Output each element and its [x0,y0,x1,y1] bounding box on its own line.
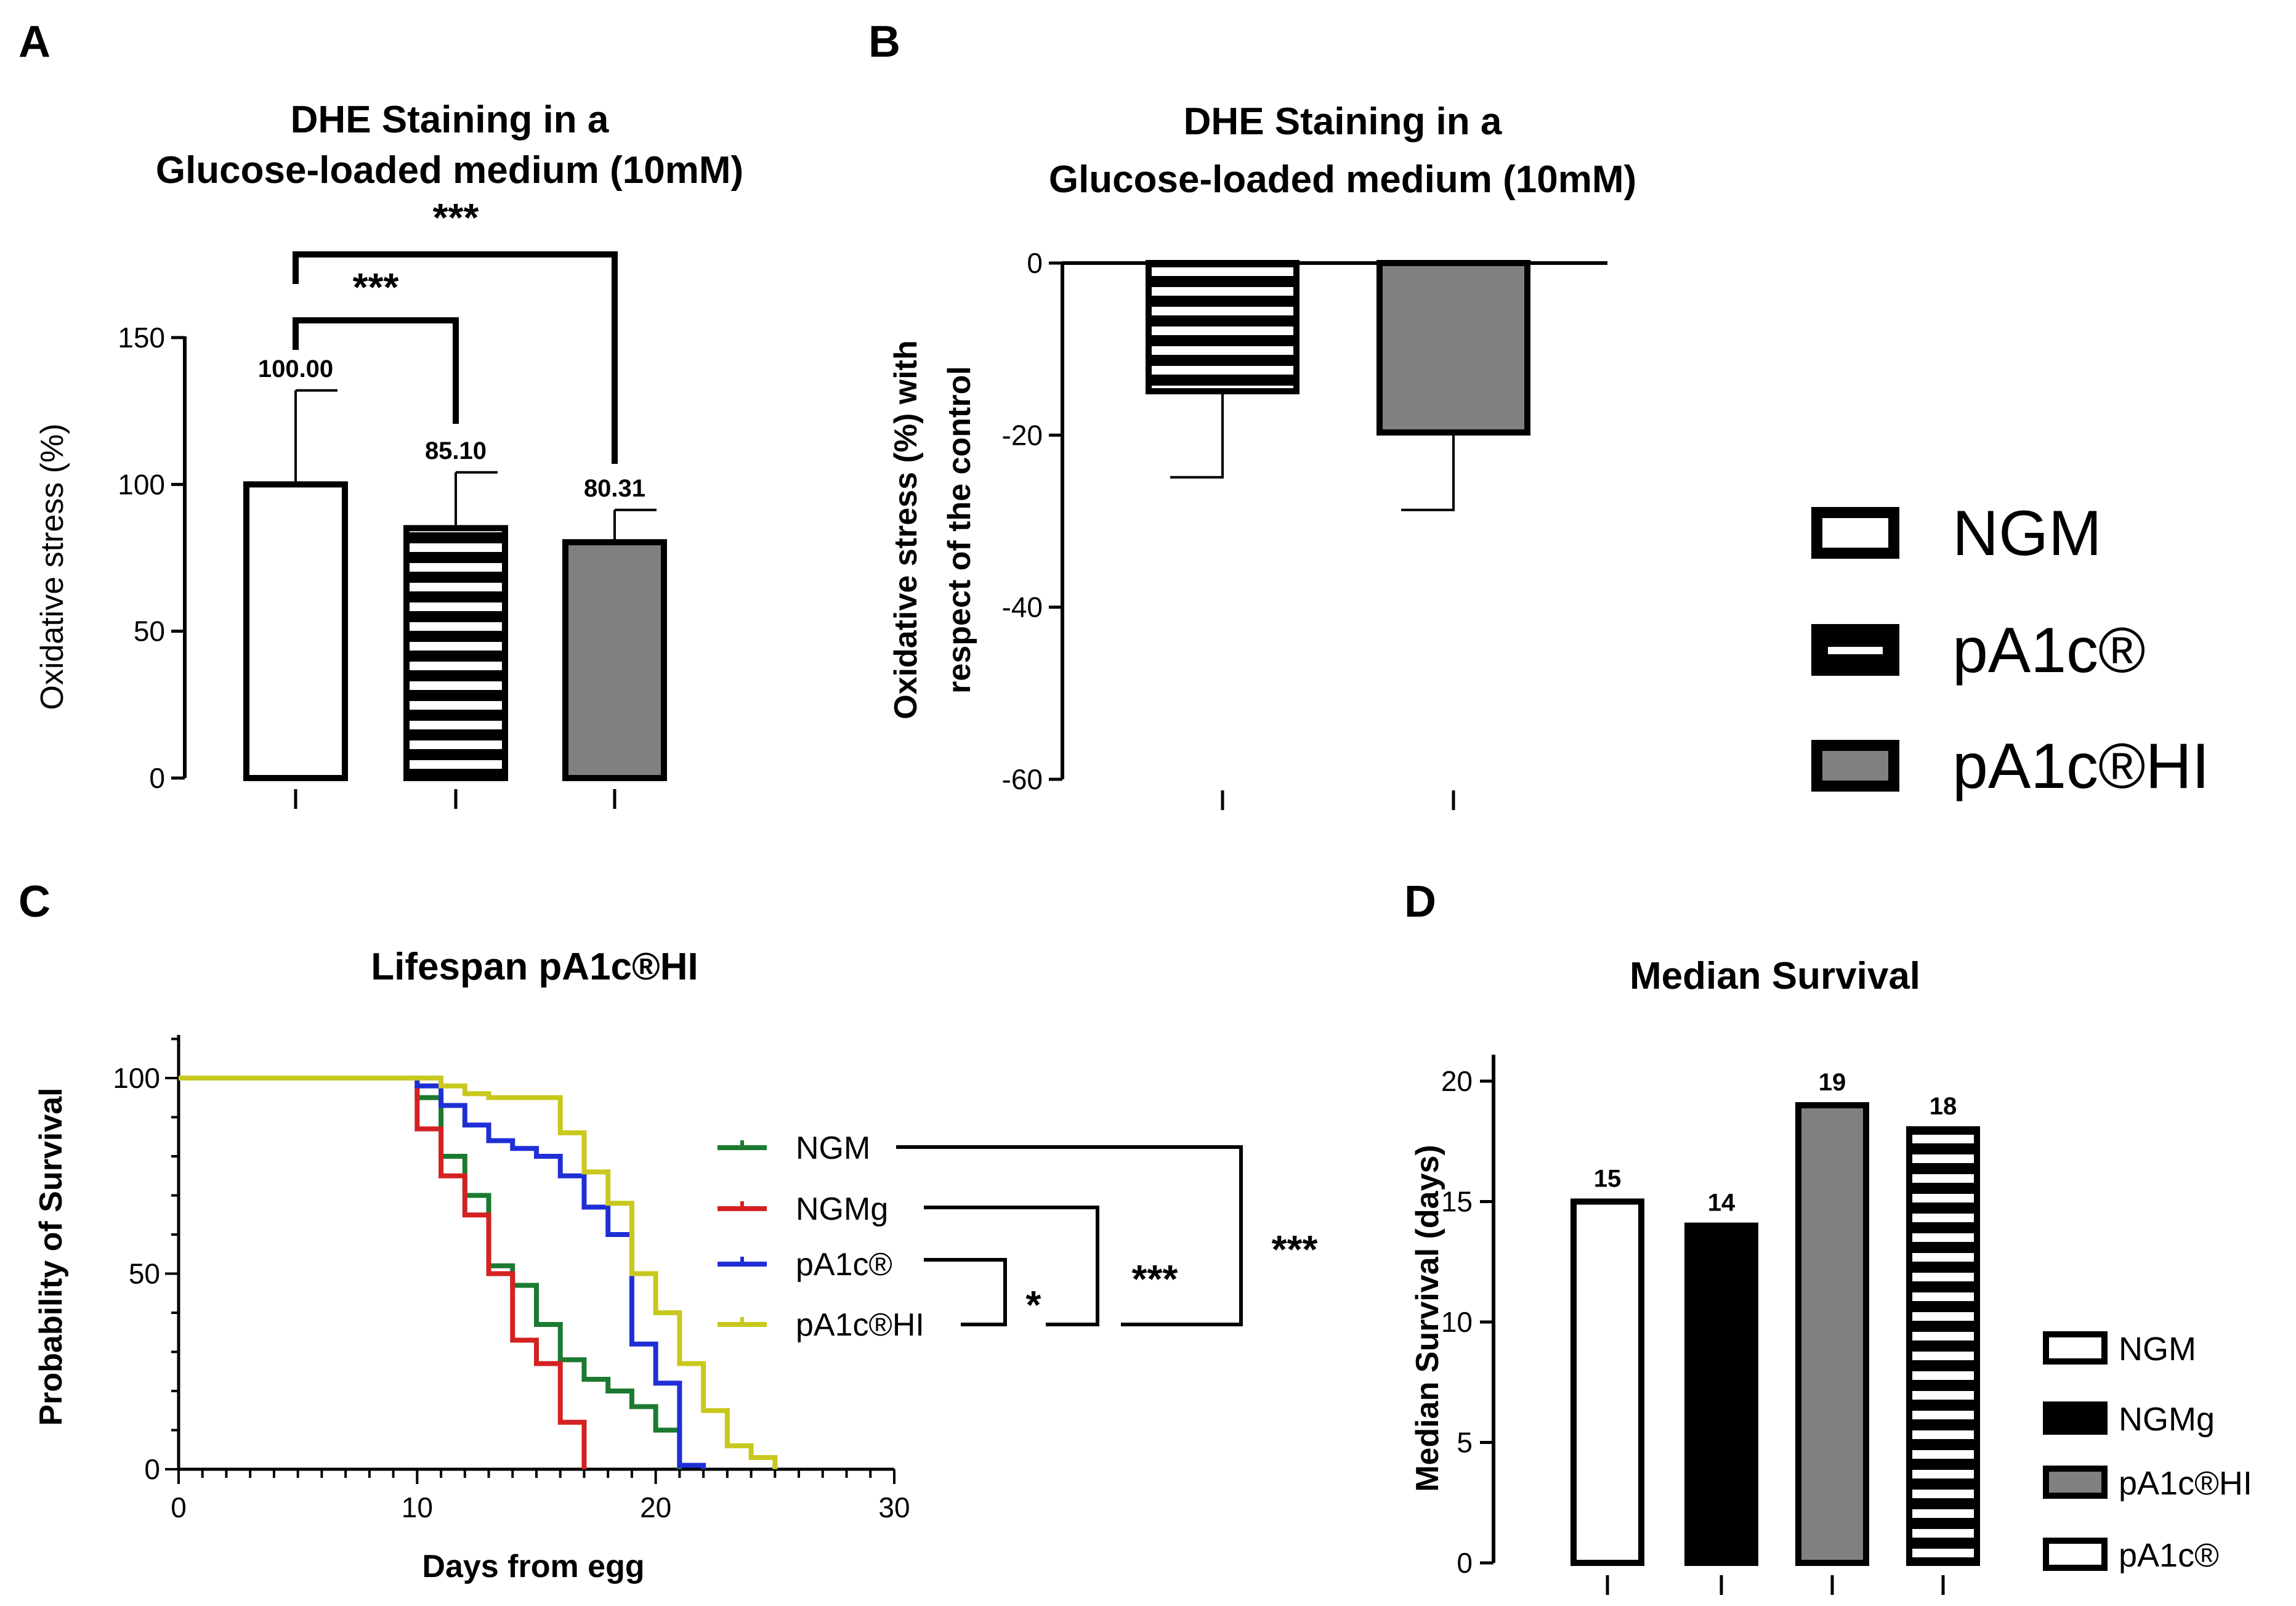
panel-d-bar [1906,1126,1980,1566]
panel-d-legend-swatch [2043,1538,2108,1571]
panel-label-d: D [1404,877,1436,927]
panel-d-y-tick-label: 0 [1457,1547,1473,1579]
panel-c-x-tick-label: 0 [171,1491,187,1523]
panel-c-title: Lifespan pA1c®HI [371,946,698,988]
panel-c-y-tick-label: 50 [129,1258,160,1290]
panel-c-survival-line-2 [179,1076,706,1469]
panel-a-significance-label: *** [353,265,399,309]
panel-a-significance-label: *** [433,195,479,240]
panel-d-title: Median Survival [1630,955,1920,997]
panel-a-bar [562,539,667,782]
panel-d-bar [1795,1102,1869,1566]
panel-d-legend-label: pA1c®HI [2119,1465,2252,1502]
panel-a-chart: DHE Staining in a Glucose-loaded medium … [34,99,743,809]
panel-a-bar [403,525,508,782]
panel-d-legend-swatch [2043,1331,2108,1365]
panel-d-legend-swatch [2043,1466,2108,1499]
panel-b-legend-label: NGM [1952,498,2102,569]
panel-b-legend-swatch-stripe [1828,647,1883,654]
panel-b-title-line1: DHE Staining in a [1184,100,1502,143]
panel-label-b: B [868,17,900,67]
panel-c-comparison-label: *** [1272,1227,1318,1271]
panel-d-legend-label: pA1c® [2119,1537,2219,1574]
panel-c-y-axis-label: Probability of Survival [33,1087,69,1426]
panel-c-chart: Lifespan pA1c®HI Probability of Survival… [33,946,1317,1584]
panel-a-value-label: 85.10 [425,437,487,464]
panel-d-y-tick-label: 15 [1441,1186,1473,1218]
panel-c-x-tick-label: 30 [878,1491,910,1523]
panel-c-survival-line-1 [179,1076,587,1469]
panel-a-y-tick-label: 100 [118,468,165,500]
panel-a-value-label: 100.00 [258,355,333,383]
panel-b-y-tick-label: -40 [1002,591,1043,623]
panel-d-bar [1570,1198,1644,1566]
panel-label-a: A [18,17,51,67]
panel-b-y-axis-label-line2: respect of the control [942,366,977,694]
panel-c-bracket-ngm [896,1145,1243,1326]
panel-b-y-axis-label-line1: Oxidative stress (%) with [888,340,924,720]
panel-c-x-axis-label: Days from egg [422,1549,644,1584]
panel-c-x-tick-label: 20 [640,1491,671,1523]
panel-label-c: C [18,877,51,927]
panel-a-y-tick-label: 50 [134,615,165,647]
panel-c-legend-label: NGMg [796,1191,888,1227]
panel-d-y-tick-label: 5 [1457,1427,1473,1459]
panel-b-legend-label: pA1c®HI [1952,731,2210,802]
panel-b-title-line2: Glucose-loaded medium (10mM) [1049,158,1636,201]
panel-b-y-tick-label: -20 [1002,419,1043,451]
panel-d-legend-swatch [2043,1401,2108,1435]
panel-c-legend-label: NGM [796,1130,870,1166]
panel-a-bar [243,481,348,781]
panel-d-legend-label: NGMg [2119,1401,2215,1438]
panel-c-legend-label: pA1c®HI [796,1307,924,1343]
panel-a-y-axis-label: Oxidative stress (%) [34,423,70,710]
panel-d-bar [1684,1222,1758,1566]
panel-c-x-tick-label: 10 [402,1491,433,1523]
panel-b-bar [1146,260,1300,395]
panel-a-y-tick-label: 0 [149,762,165,794]
panel-a-y-tick-label: 150 [118,322,165,354]
panel-d-y-tick-label: 20 [1441,1065,1473,1097]
panel-b-legend-swatch [1811,740,1899,792]
panel-c-bracket-pa1c [924,1258,1007,1326]
panel-d-value-label: 15 [1594,1166,1622,1193]
panel-d-value-label: 18 [1930,1093,1957,1120]
panel-a-significance-bracket [293,251,618,464]
panel-b-y-tick-label: 0 [1027,247,1043,279]
panel-b-chart: DHE Staining in a Glucose-loaded medium … [888,100,2210,810]
panel-a-significance-bracket [293,317,459,424]
panel-c-y-tick-label: 0 [144,1453,160,1485]
panel-b-bar [1376,260,1530,436]
panel-d-y-tick-label: 10 [1441,1306,1473,1338]
panel-a-value-label: 80.31 [584,475,645,502]
panel-c-comparison-label: *** [1132,1257,1178,1301]
panel-a-title-line1: DHE Staining in a [291,99,609,141]
panel-b-legend-label: pA1c® [1952,615,2146,686]
panel-c-comparison-label: * [1026,1283,1041,1327]
panel-c-legend-label: pA1c® [796,1247,892,1283]
panel-b-y-tick-label: -60 [1002,763,1043,795]
panel-c-y-tick-label: 100 [113,1062,160,1094]
panel-a-title-line2: Glucose-loaded medium (10mM) [156,149,743,192]
panel-c-survival-line-0 [179,1076,682,1469]
panel-d-value-label: 19 [1819,1069,1846,1096]
panel-b-legend-swatch [1811,507,1899,559]
panel-d-y-axis-label: Median Survival (days) [1410,1145,1445,1492]
panel-c-bracket-ngmg [924,1206,1099,1326]
panel-c-survival-line-3 [179,1076,778,1469]
panel-d-chart: Median Survival Median Survival (days) 0… [1410,955,2252,1595]
panel-d-legend-label: NGM [2119,1331,2196,1368]
panel-d-value-label: 14 [1708,1190,1736,1217]
